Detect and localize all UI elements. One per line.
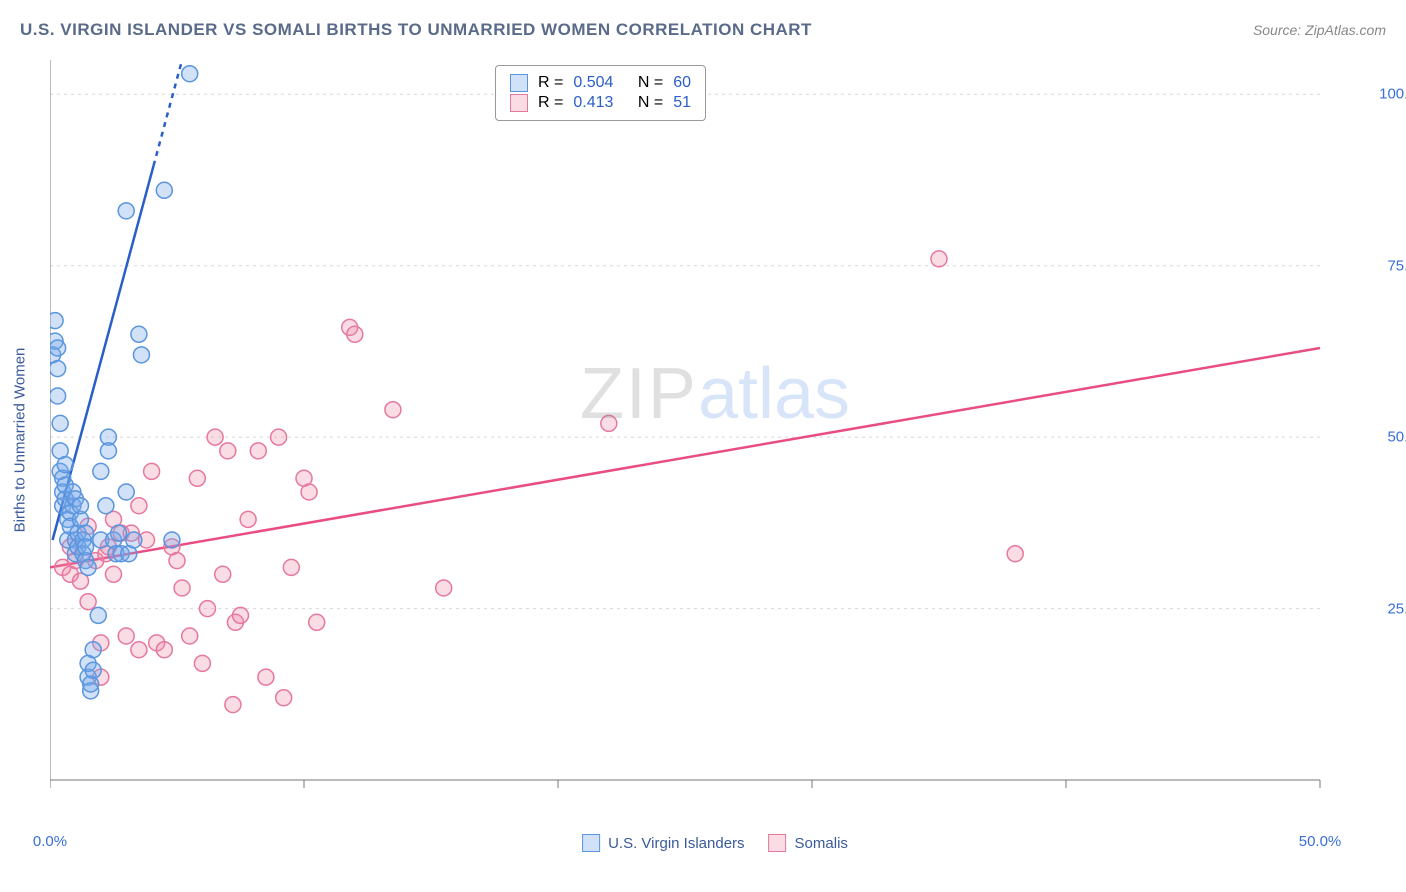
chart-area: Births to Unmarried Women ZIPatlas R = 0… — [50, 60, 1380, 820]
series-name-blue: U.S. Virgin Islanders — [608, 835, 744, 852]
swatch-pink — [769, 834, 787, 852]
series-legend: U.S. Virgin Islanders Somalis — [582, 834, 848, 852]
swatch-blue — [582, 834, 600, 852]
legend-row-pink: R = 0.413 N = 51 — [510, 94, 691, 112]
x-tick-label: 0.0% — [33, 833, 67, 850]
r-value-blue: 0.504 — [573, 74, 613, 92]
n-value-blue: 60 — [673, 74, 691, 92]
n-label: N = — [638, 94, 663, 112]
r-label: R = — [538, 74, 563, 92]
n-label: N = — [638, 74, 663, 92]
legend-row-blue: R = 0.504 N = 60 — [510, 74, 691, 92]
r-label: R = — [538, 94, 563, 112]
y-tick-label: 50.0% — [1387, 429, 1406, 446]
source-label: Source: ZipAtlas.com — [1253, 22, 1386, 38]
scatter-plot — [50, 60, 1380, 820]
y-tick-label: 25.0% — [1387, 600, 1406, 617]
swatch-blue — [510, 74, 528, 92]
chart-title: U.S. VIRGIN ISLANDER VS SOMALI BIRTHS TO… — [20, 20, 812, 40]
series-name-pink: Somalis — [795, 835, 848, 852]
stats-legend: R = 0.504 N = 60 R = 0.413 N = 51 — [495, 65, 706, 121]
r-value-pink: 0.413 — [573, 94, 613, 112]
legend-item-pink: Somalis — [769, 834, 848, 852]
y-tick-label: 100.0% — [1379, 86, 1406, 103]
n-value-pink: 51 — [673, 94, 691, 112]
swatch-pink — [510, 94, 528, 112]
legend-item-blue: U.S. Virgin Islanders — [582, 834, 744, 852]
x-tick-label: 50.0% — [1299, 833, 1342, 850]
y-tick-label: 75.0% — [1387, 257, 1406, 274]
y-axis-label: Births to Unmarried Women — [12, 348, 29, 533]
